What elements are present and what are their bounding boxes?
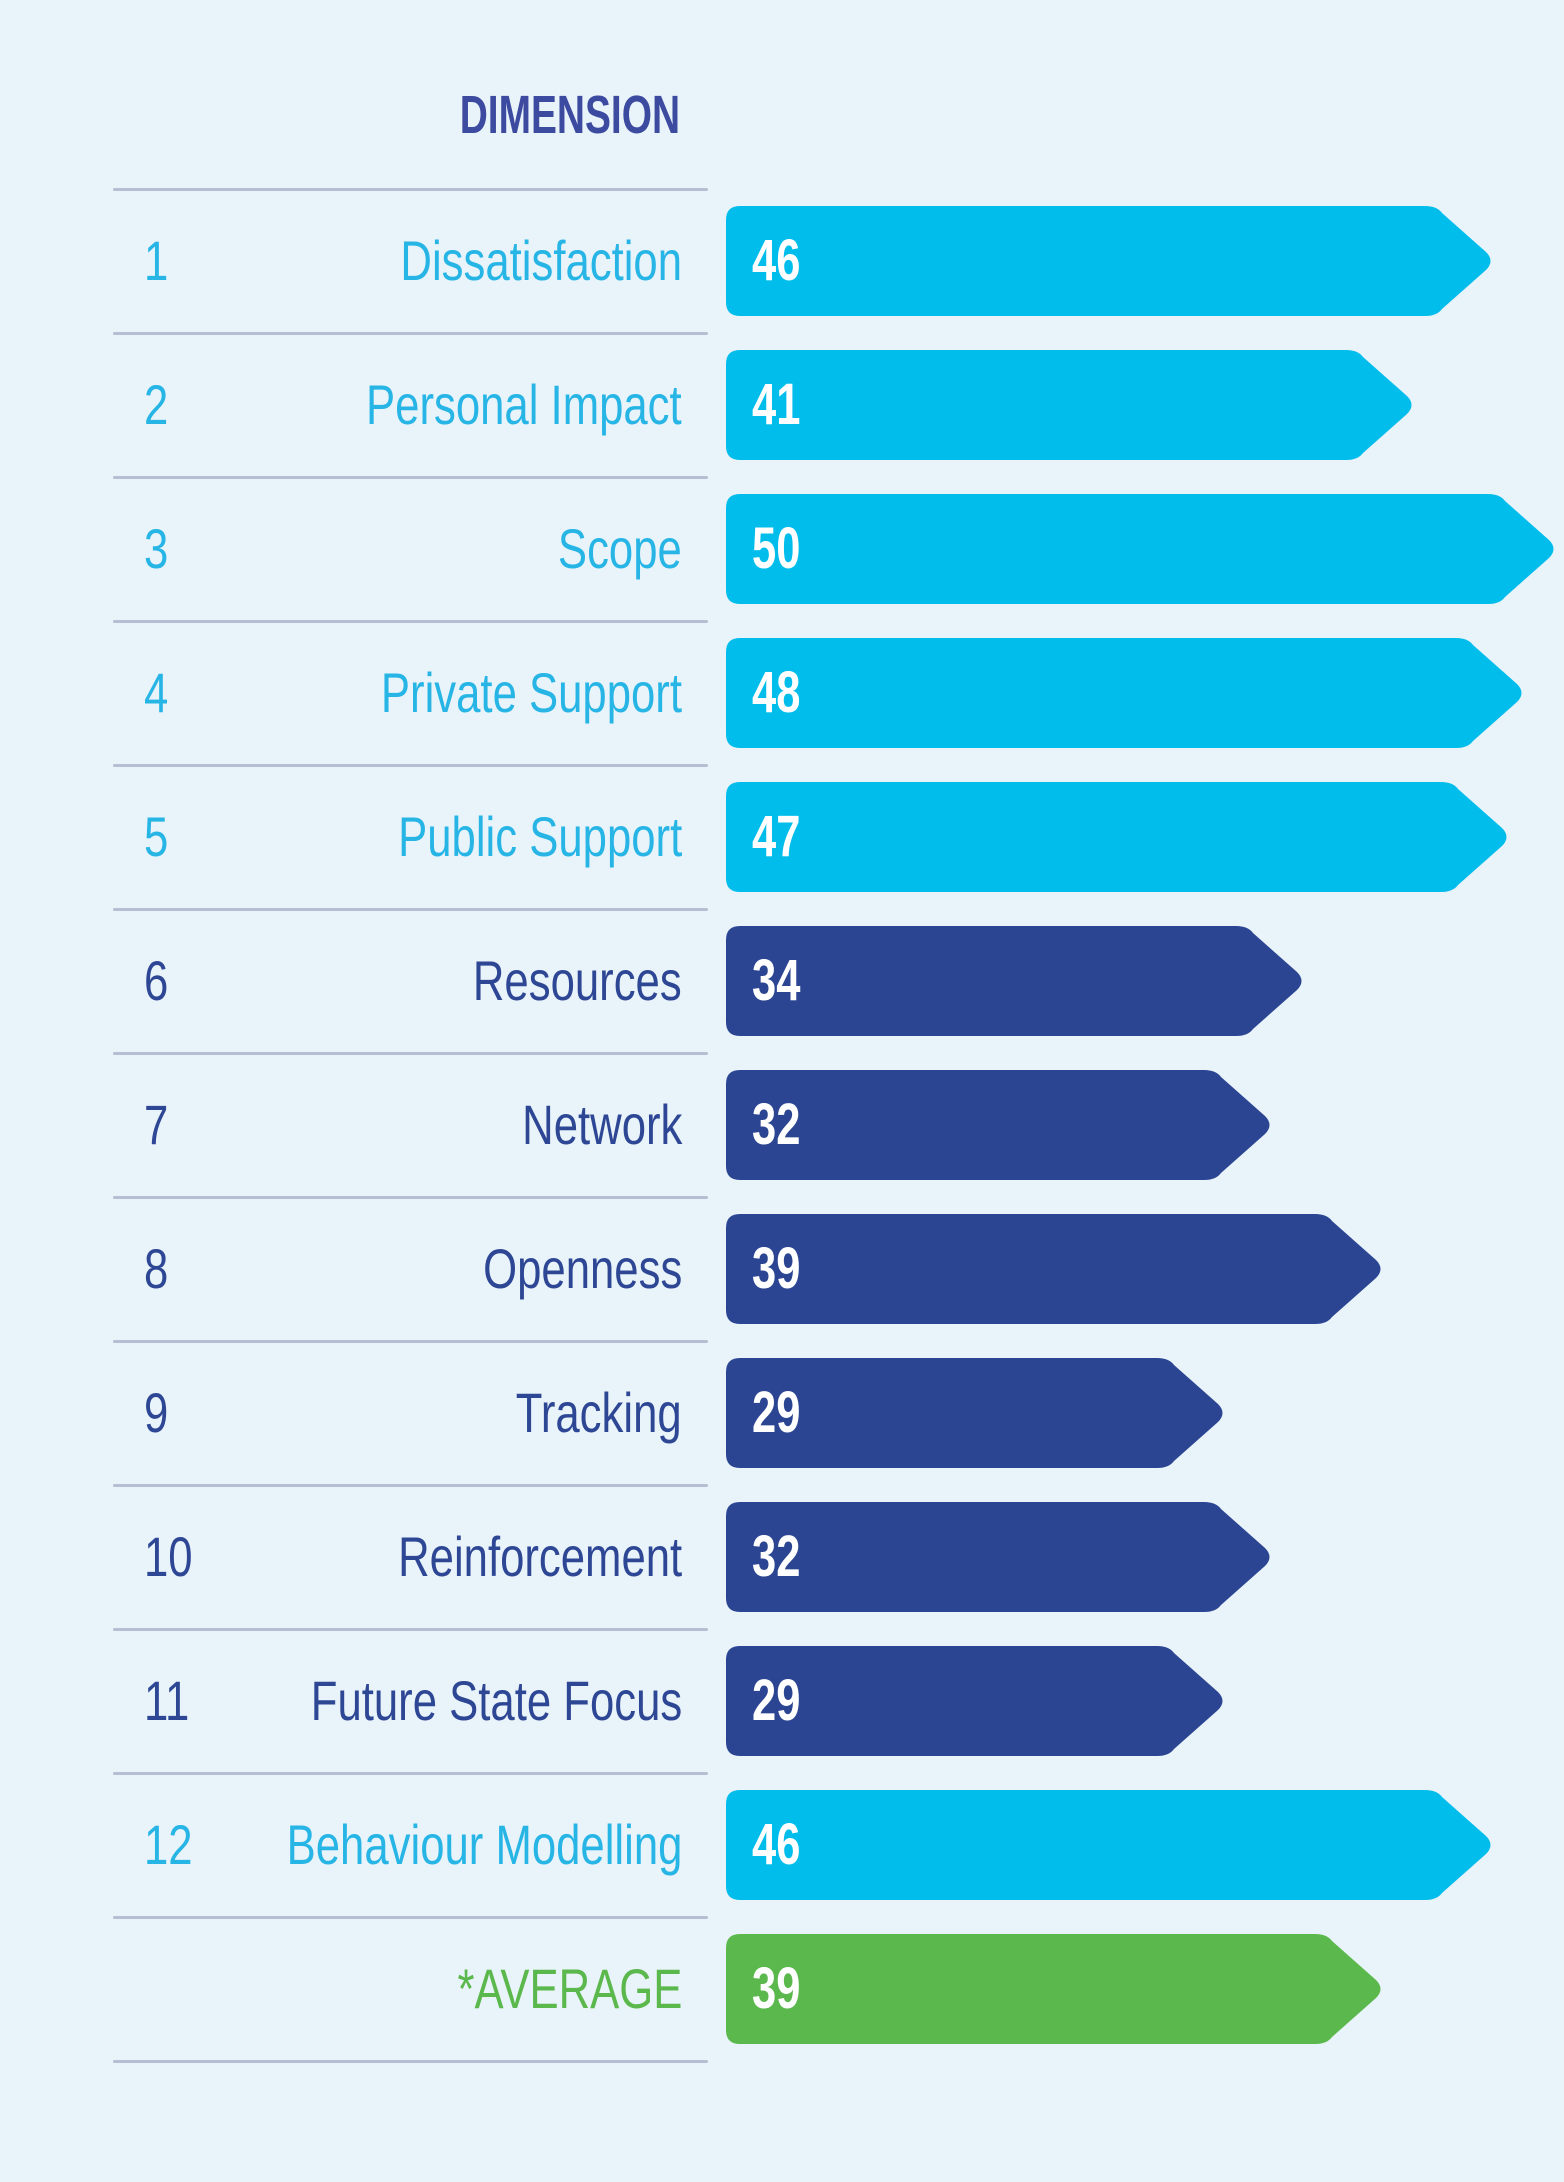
dimension-number: 12 bbox=[144, 1813, 193, 1876]
row-divider bbox=[113, 1340, 708, 1343]
dimension-label: Network bbox=[521, 1093, 682, 1156]
dimension-label: Resources bbox=[473, 949, 682, 1012]
score-bar-shape bbox=[726, 1070, 1270, 1180]
dimension-row: 8 Openness 39 bbox=[0, 1196, 1564, 1341]
score-value: 50 bbox=[752, 516, 801, 581]
dimension-number: 10 bbox=[144, 1525, 193, 1588]
score-bar-shape bbox=[726, 1214, 1381, 1324]
dimension-number: 1 bbox=[144, 229, 169, 292]
score-bar: 39 bbox=[726, 1934, 1385, 2044]
score-bar-shape bbox=[726, 782, 1507, 892]
dimension-number: 4 bbox=[144, 661, 169, 724]
row-divider bbox=[113, 1196, 708, 1199]
score-value: 39 bbox=[752, 1956, 801, 2021]
dimension-row: 11 Future State Focus 29 bbox=[0, 1628, 1564, 1773]
row-divider bbox=[113, 908, 708, 911]
score-bar: 34 bbox=[726, 926, 1306, 1036]
score-value: 41 bbox=[752, 372, 801, 437]
score-value: 32 bbox=[752, 1092, 801, 1157]
dimension-label: Behaviour Modelling bbox=[286, 1813, 682, 1876]
score-value: 29 bbox=[752, 1380, 801, 1445]
dimension-row: 9 Tracking 29 bbox=[0, 1340, 1564, 1485]
dimension-row: 3 Scope 50 bbox=[0, 476, 1564, 621]
score-value: 47 bbox=[752, 804, 801, 869]
dimension-label: Reinforcement bbox=[397, 1525, 682, 1588]
column-header-text: DIMENSION bbox=[459, 85, 680, 145]
score-bar-shape bbox=[726, 494, 1554, 604]
dimension-label: Public Support bbox=[397, 805, 682, 868]
score-value: 46 bbox=[752, 228, 801, 293]
score-bar: 32 bbox=[726, 1502, 1274, 1612]
dimension-label: Personal Impact bbox=[366, 373, 682, 436]
score-bar: 46 bbox=[726, 1790, 1495, 1900]
score-bar-shape bbox=[726, 206, 1491, 316]
dimension-row: 7 Network 32 bbox=[0, 1052, 1564, 1197]
score-bar-shape bbox=[726, 1790, 1491, 1900]
column-header-dimension: DIMENSION bbox=[374, 84, 680, 146]
dimension-row: 5 Public Support 47 bbox=[0, 764, 1564, 909]
row-divider bbox=[113, 620, 708, 623]
score-value: 46 bbox=[752, 1812, 801, 1877]
dimension-row: 1 Dissatisfaction 46 bbox=[0, 188, 1564, 333]
dimension-label: Tracking bbox=[516, 1381, 682, 1444]
dimension-row: 4 Private Support 48 bbox=[0, 620, 1564, 765]
dimension-number: 2 bbox=[144, 373, 169, 436]
score-bar-shape bbox=[726, 926, 1302, 1036]
average-row: *AVERAGE 39 bbox=[0, 1916, 1564, 2061]
row-divider bbox=[113, 476, 708, 479]
score-bar: 46 bbox=[726, 206, 1495, 316]
rows-container: 1 Dissatisfaction 46 2 Personal Impact 41 3 Sco… bbox=[0, 188, 1564, 2063]
score-bar: 50 bbox=[726, 494, 1558, 604]
score-bar: 29 bbox=[726, 1358, 1227, 1468]
dimension-row: 10 Reinforcement 32 bbox=[0, 1484, 1564, 1629]
score-bar-shape bbox=[726, 1502, 1270, 1612]
dimension-number: 7 bbox=[144, 1093, 169, 1156]
score-bar: 29 bbox=[726, 1646, 1227, 1756]
dimension-number: 5 bbox=[144, 805, 169, 868]
row-divider bbox=[113, 1628, 708, 1631]
score-value: 29 bbox=[752, 1668, 801, 1733]
row-divider bbox=[113, 1916, 708, 1919]
score-bar-shape bbox=[726, 350, 1412, 460]
score-bar-shape bbox=[726, 638, 1522, 748]
dimension-number: 11 bbox=[144, 1669, 190, 1732]
row-divider bbox=[113, 188, 708, 191]
score-value: 39 bbox=[752, 1236, 801, 1301]
row-divider bbox=[113, 764, 708, 767]
dimension-label: *AVERAGE bbox=[457, 1957, 682, 2020]
dimension-row: 2 Personal Impact 41 bbox=[0, 332, 1564, 477]
dimension-number: 8 bbox=[144, 1237, 169, 1300]
score-value: 34 bbox=[752, 948, 801, 1013]
row-divider bbox=[113, 1772, 708, 1775]
dimension-label: Private Support bbox=[380, 661, 682, 724]
row-divider bbox=[113, 332, 708, 335]
dimension-label: Scope bbox=[558, 517, 682, 580]
dimension-number: 3 bbox=[144, 517, 169, 580]
score-bar-shape bbox=[726, 1934, 1381, 2044]
score-value: 48 bbox=[752, 660, 801, 725]
score-bar: 39 bbox=[726, 1214, 1385, 1324]
score-bar: 41 bbox=[726, 350, 1416, 460]
dimension-row: 12 Behaviour Modelling 46 bbox=[0, 1772, 1564, 1917]
dimension-number: 6 bbox=[144, 949, 169, 1012]
row-divider bbox=[113, 2060, 708, 2063]
score-value: 32 bbox=[752, 1524, 801, 1589]
score-bar: 48 bbox=[726, 638, 1526, 748]
row-divider bbox=[113, 1484, 708, 1487]
score-bar: 47 bbox=[726, 782, 1511, 892]
dimension-row: 6 Resources 34 bbox=[0, 908, 1564, 1053]
score-bar: 32 bbox=[726, 1070, 1274, 1180]
dimension-label: Openness bbox=[482, 1237, 682, 1300]
score-bar-shape bbox=[726, 1646, 1223, 1756]
score-bar-shape bbox=[726, 1358, 1223, 1468]
dimension-number: 9 bbox=[144, 1381, 169, 1444]
dimension-label: Future State Focus bbox=[310, 1669, 682, 1732]
dimension-label: Dissatisfaction bbox=[400, 229, 682, 292]
row-divider bbox=[113, 1052, 708, 1055]
